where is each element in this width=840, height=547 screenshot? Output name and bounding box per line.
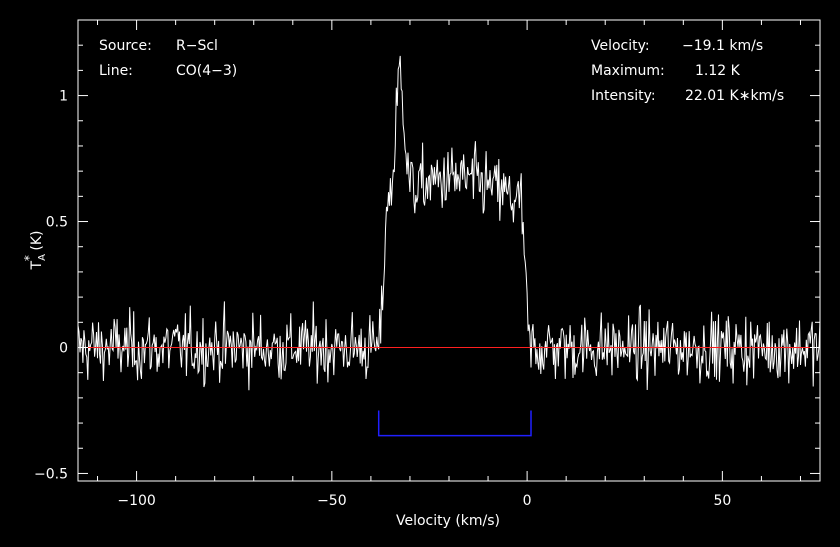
maximum-value: 1.12 K	[695, 63, 741, 79]
x-tick-label: 50	[713, 493, 731, 509]
x-tick-label: 0	[523, 493, 532, 509]
x-tick-label: −50	[317, 493, 347, 509]
y-tick-label: 0	[59, 340, 68, 356]
y-tick-label: 0.5	[46, 215, 68, 231]
integration-window	[377, 410, 532, 437]
spectrum-line	[77, 55, 821, 391]
spectrum-trace	[77, 55, 821, 391]
y-tick-label: 1	[59, 89, 68, 105]
x-axis-label: Velocity (km/s)	[396, 513, 500, 529]
svg-text:TA* (K): TA* (K)	[22, 231, 48, 271]
x-tick-label: −100	[117, 493, 155, 509]
maximum-label: Maximum:	[591, 63, 665, 79]
y-axis-label-unit: (K)	[29, 231, 45, 256]
y-axis-label: TA* (K)	[22, 231, 48, 271]
intensity-value: 22.01 K∗km/s	[685, 88, 784, 104]
line-value: CO(4−3)	[176, 63, 237, 79]
intensity-label: Intensity:	[591, 88, 656, 104]
axis-ticks: −100 −50 0 50 −0.5 0 0.5 1	[34, 20, 820, 509]
velocity-label: Velocity:	[591, 38, 650, 54]
y-axis-label-sub: A	[37, 254, 48, 261]
velocity-value: −19.1 km/s	[682, 38, 763, 54]
y-axis-label-main: T	[29, 260, 45, 270]
source-label: Source:	[99, 38, 152, 54]
source-value: R−Scl	[176, 38, 218, 54]
y-axis-label-sup: *	[22, 255, 36, 261]
y-tick-label: −0.5	[34, 466, 68, 482]
line-label: Line:	[99, 63, 133, 79]
